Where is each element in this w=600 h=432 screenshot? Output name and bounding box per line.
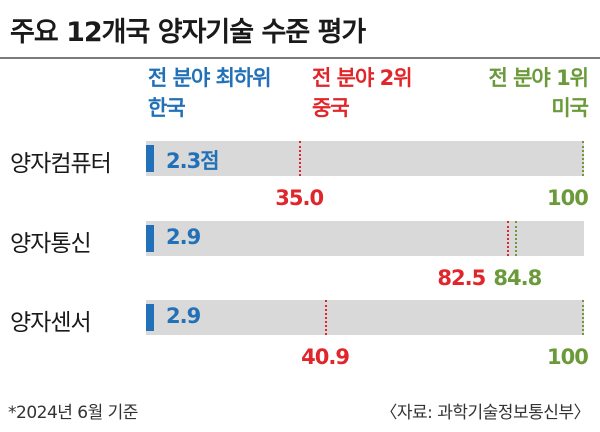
legend-second-country: 중국 (312, 96, 350, 120)
marker-usa (515, 221, 518, 256)
marker-china (507, 221, 510, 256)
data-label-usa: 84.8 (493, 266, 542, 290)
chart-title: 주요 12개국 양자기술 수준 평가 (10, 17, 366, 48)
data-label-china: 40.9 (301, 345, 350, 369)
footnote: *2024년 6월 기준 (8, 403, 138, 423)
source-note: 〈자료: 과학기술정보통신부〉 (380, 403, 590, 423)
legend-lowest-label: 전 분야 최하위 (148, 66, 272, 90)
marker-usa (582, 141, 584, 176)
bar-korea (146, 145, 154, 172)
bar-track (146, 221, 584, 256)
bar-track (146, 141, 584, 176)
category-label: 양자컴퓨터 (10, 151, 112, 177)
legend-lowest-country: 한국 (148, 96, 186, 120)
title-divider (0, 57, 600, 59)
bar-track (146, 300, 584, 335)
data-label-korea: 2.9 (166, 225, 201, 249)
marker-china (299, 141, 302, 176)
bar-korea (146, 304, 154, 331)
category-label: 양자센서 (10, 310, 92, 336)
data-label-china: 35.0 (275, 186, 324, 210)
bar-korea (146, 225, 154, 252)
marker-china (325, 300, 328, 335)
data-label-china: 82.5 (437, 266, 486, 290)
legend-first-country: 미국 (551, 96, 589, 120)
data-label-usa: 100 (547, 186, 589, 210)
category-label: 양자통신 (10, 231, 92, 257)
legend-second-label: 전 분야 2위 (312, 66, 413, 90)
marker-usa (582, 300, 584, 335)
data-label-usa: 100 (547, 345, 589, 369)
data-label-korea: 2.3점 (166, 149, 220, 173)
data-label-korea: 2.9 (166, 304, 201, 328)
legend-first-label: 전 분야 1위 (488, 66, 589, 90)
